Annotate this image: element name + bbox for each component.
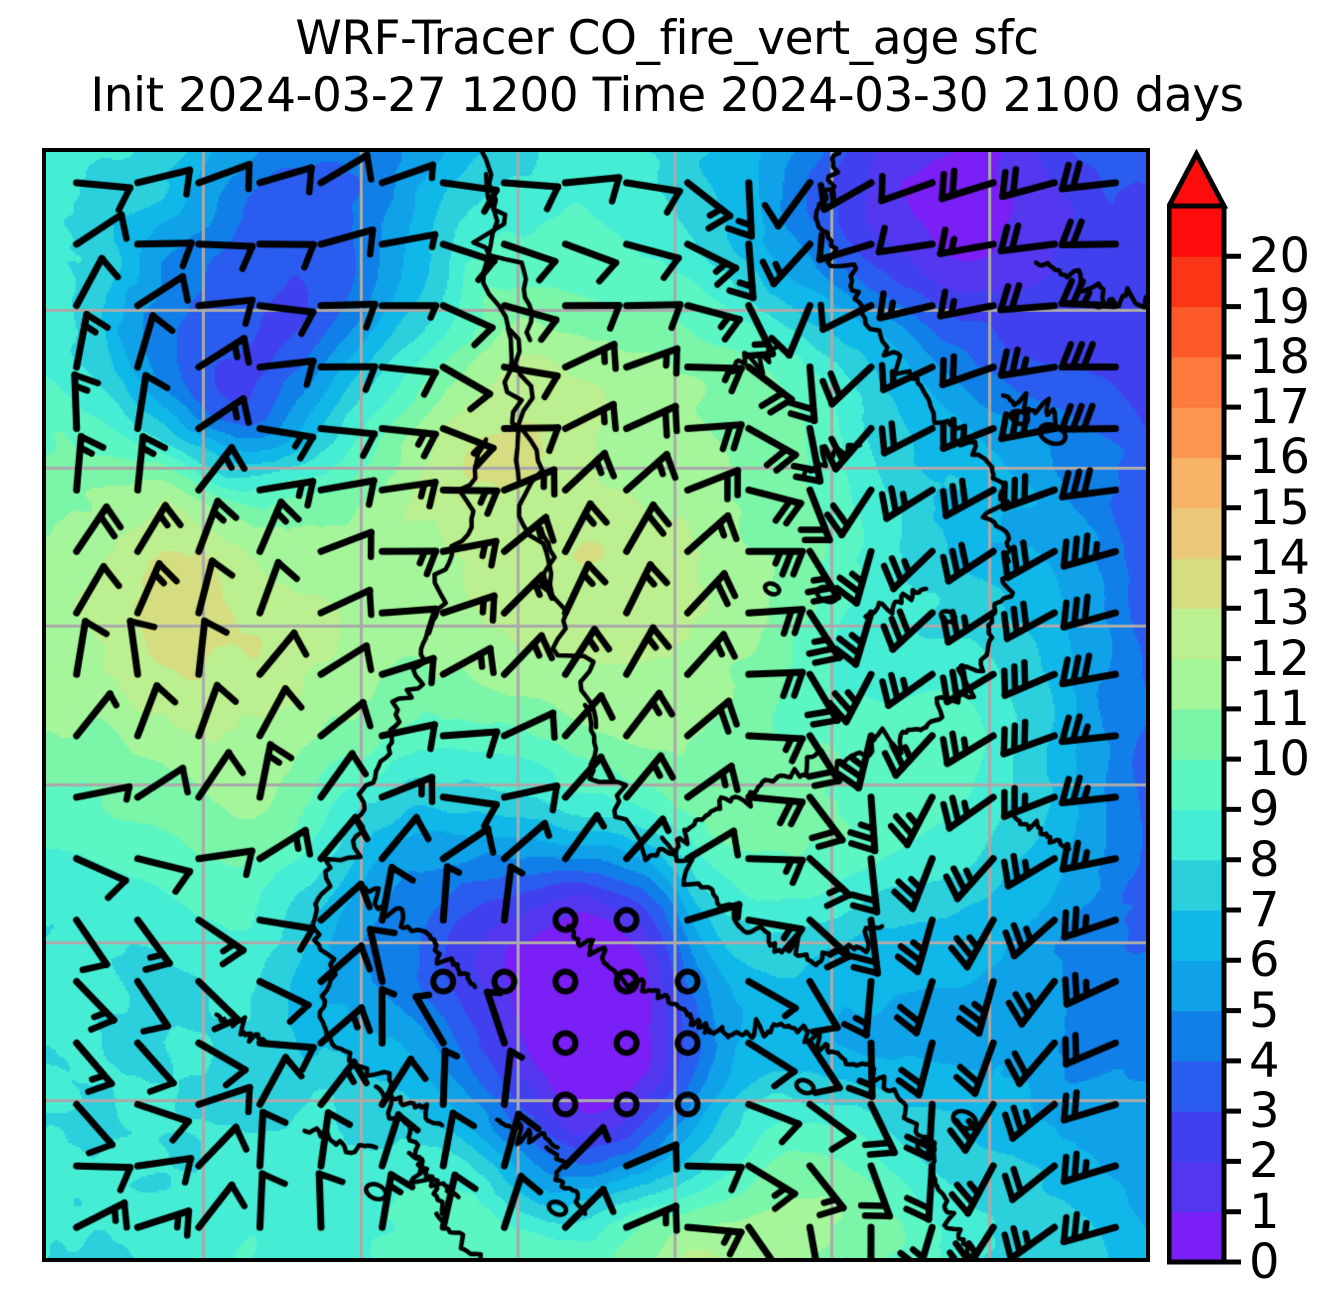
colorbar-outline (1167, 206, 1227, 1265)
colorbar-tick-label: 14 (1249, 530, 1311, 586)
colorbar-tick-label: 20 (1249, 228, 1311, 285)
colorbar-tick-label: 15 (1249, 479, 1311, 536)
colorbar-band (1169, 1161, 1224, 1213)
colorbar-band (1169, 457, 1224, 509)
colorbar-tick-label: 12 (1249, 630, 1311, 687)
colorbar-band (1169, 1211, 1224, 1263)
colorbar-tick-label: 4 (1249, 1032, 1280, 1089)
colorbar-tick-label: 6 (1249, 932, 1280, 989)
colorbar-tick-label: 18 (1249, 328, 1311, 385)
colorbar-tick-label: 17 (1249, 379, 1311, 436)
wind-barb-and-coastline-overlay (46, 152, 1146, 1258)
title-line-times: Init 2024-03-27 1200 Time 2024-03-30 210… (90, 68, 1244, 124)
colorbar-tick-label: 0 (1249, 1234, 1280, 1290)
colorbar-band (1169, 256, 1224, 308)
colorbar-tick-label: 13 (1249, 580, 1311, 637)
colorbar-tick-label: 5 (1249, 982, 1280, 1039)
colorbar-band (1169, 356, 1224, 408)
colorbar-band (1169, 306, 1224, 358)
colorbar-tick-label: 9 (1249, 781, 1280, 838)
colorbar-band (1169, 708, 1224, 760)
colorbar-extend-arrow (1167, 148, 1229, 209)
colorbar-band (1169, 507, 1224, 559)
colorbar-band (1169, 1010, 1224, 1062)
title-line-variable: WRF-Tracer CO_fire_vert_age sfc (295, 11, 1039, 66)
colorbar-band (1169, 206, 1224, 257)
colorbar-tick-label: 7 (1249, 882, 1280, 938)
colorbar-band (1169, 759, 1224, 811)
colorbar-swatches (1167, 148, 1241, 1265)
colorbar-tick-label: 2 (1249, 1133, 1280, 1190)
colorbar-tick-label: 11 (1249, 680, 1311, 737)
colorbar-tick-label: 16 (1249, 429, 1311, 486)
colorbar-band (1169, 558, 1224, 609)
colorbar-band (1169, 608, 1224, 660)
colorbar-band (1169, 910, 1224, 961)
colorbar-tick-label: 19 (1249, 278, 1311, 335)
colorbar-band (1169, 407, 1224, 459)
colorbar-band (1169, 859, 1224, 911)
colorbar-band (1169, 1111, 1224, 1163)
map-plot-area (42, 148, 1150, 1262)
colorbar-band (1169, 960, 1224, 1012)
colorbar: 0 1 2 3 4 5 6 7 8 9 10 11 12 13 14 15 16 17 18 19 20 (1167, 148, 1334, 1286)
colorbar-tick-label: 10 (1249, 731, 1311, 788)
colorbar-band (1169, 658, 1224, 710)
colorbar-band (1169, 809, 1224, 861)
colorbar-tick-label: 1 (1249, 1183, 1280, 1240)
colorbar-tick-label: 3 (1249, 1083, 1280, 1140)
plot-title: WRF-Tracer CO_fire_vert_age sfc Init 202… (0, 10, 1334, 125)
colorbar-band (1169, 1060, 1224, 1112)
colorbar-tick-label: 8 (1249, 831, 1280, 888)
